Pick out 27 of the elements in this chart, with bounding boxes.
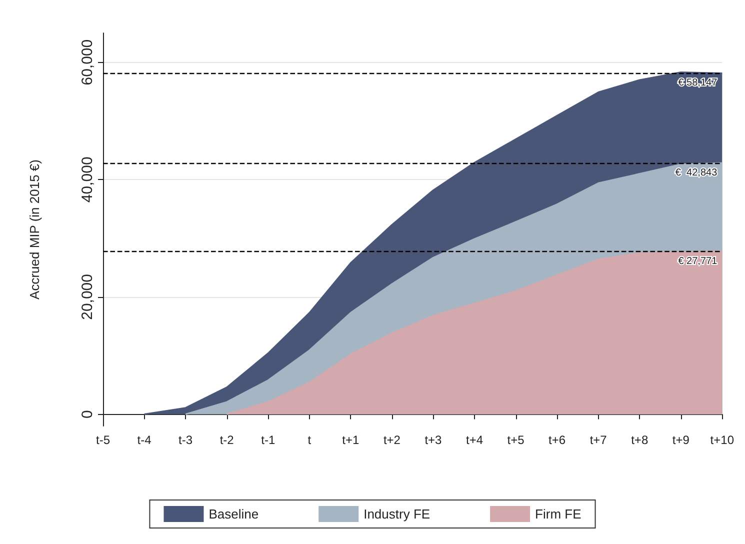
x-tick-label: t+6 [548, 433, 566, 447]
x-tick-label: t-3 [178, 433, 193, 447]
x-tick-label: t+7 [590, 433, 608, 447]
x-tick-label: t-2 [220, 433, 234, 447]
x-tick-label: t+10 [710, 433, 734, 447]
legend-label: Firm FE [535, 506, 582, 522]
x-tick-label: t+4 [466, 433, 484, 447]
x-tick-label: t+2 [383, 433, 401, 447]
x-tick-label: t [308, 433, 312, 447]
y-tick-label: 60,000 [79, 39, 96, 86]
legend-label: Baseline [208, 506, 259, 522]
x-tick-label: t-1 [261, 433, 276, 447]
x-tick-label: t+8 [631, 433, 648, 447]
x-tick-label: t-4 [137, 433, 152, 447]
ref-line-label: € 58,147 [678, 78, 718, 89]
y-tick-label: 20,000 [79, 274, 96, 320]
x-tick-label: t+9 [672, 433, 690, 447]
y-tick-label: 0 [79, 410, 96, 418]
y-tick-label: 40,000 [79, 156, 96, 203]
legend-label: Industry FE [364, 506, 430, 522]
x-tick-label: t+5 [507, 433, 525, 447]
ref-line-label: € 27,771 [678, 256, 718, 267]
x-tick-label: t+3 [424, 433, 442, 447]
x-tick-label: t+1 [342, 433, 360, 447]
y-axis-title: Accrued MIP (in 2015 €) [27, 160, 42, 300]
x-tick-label: t-5 [96, 433, 110, 447]
ref-line-label: € 42,843 [675, 167, 718, 178]
